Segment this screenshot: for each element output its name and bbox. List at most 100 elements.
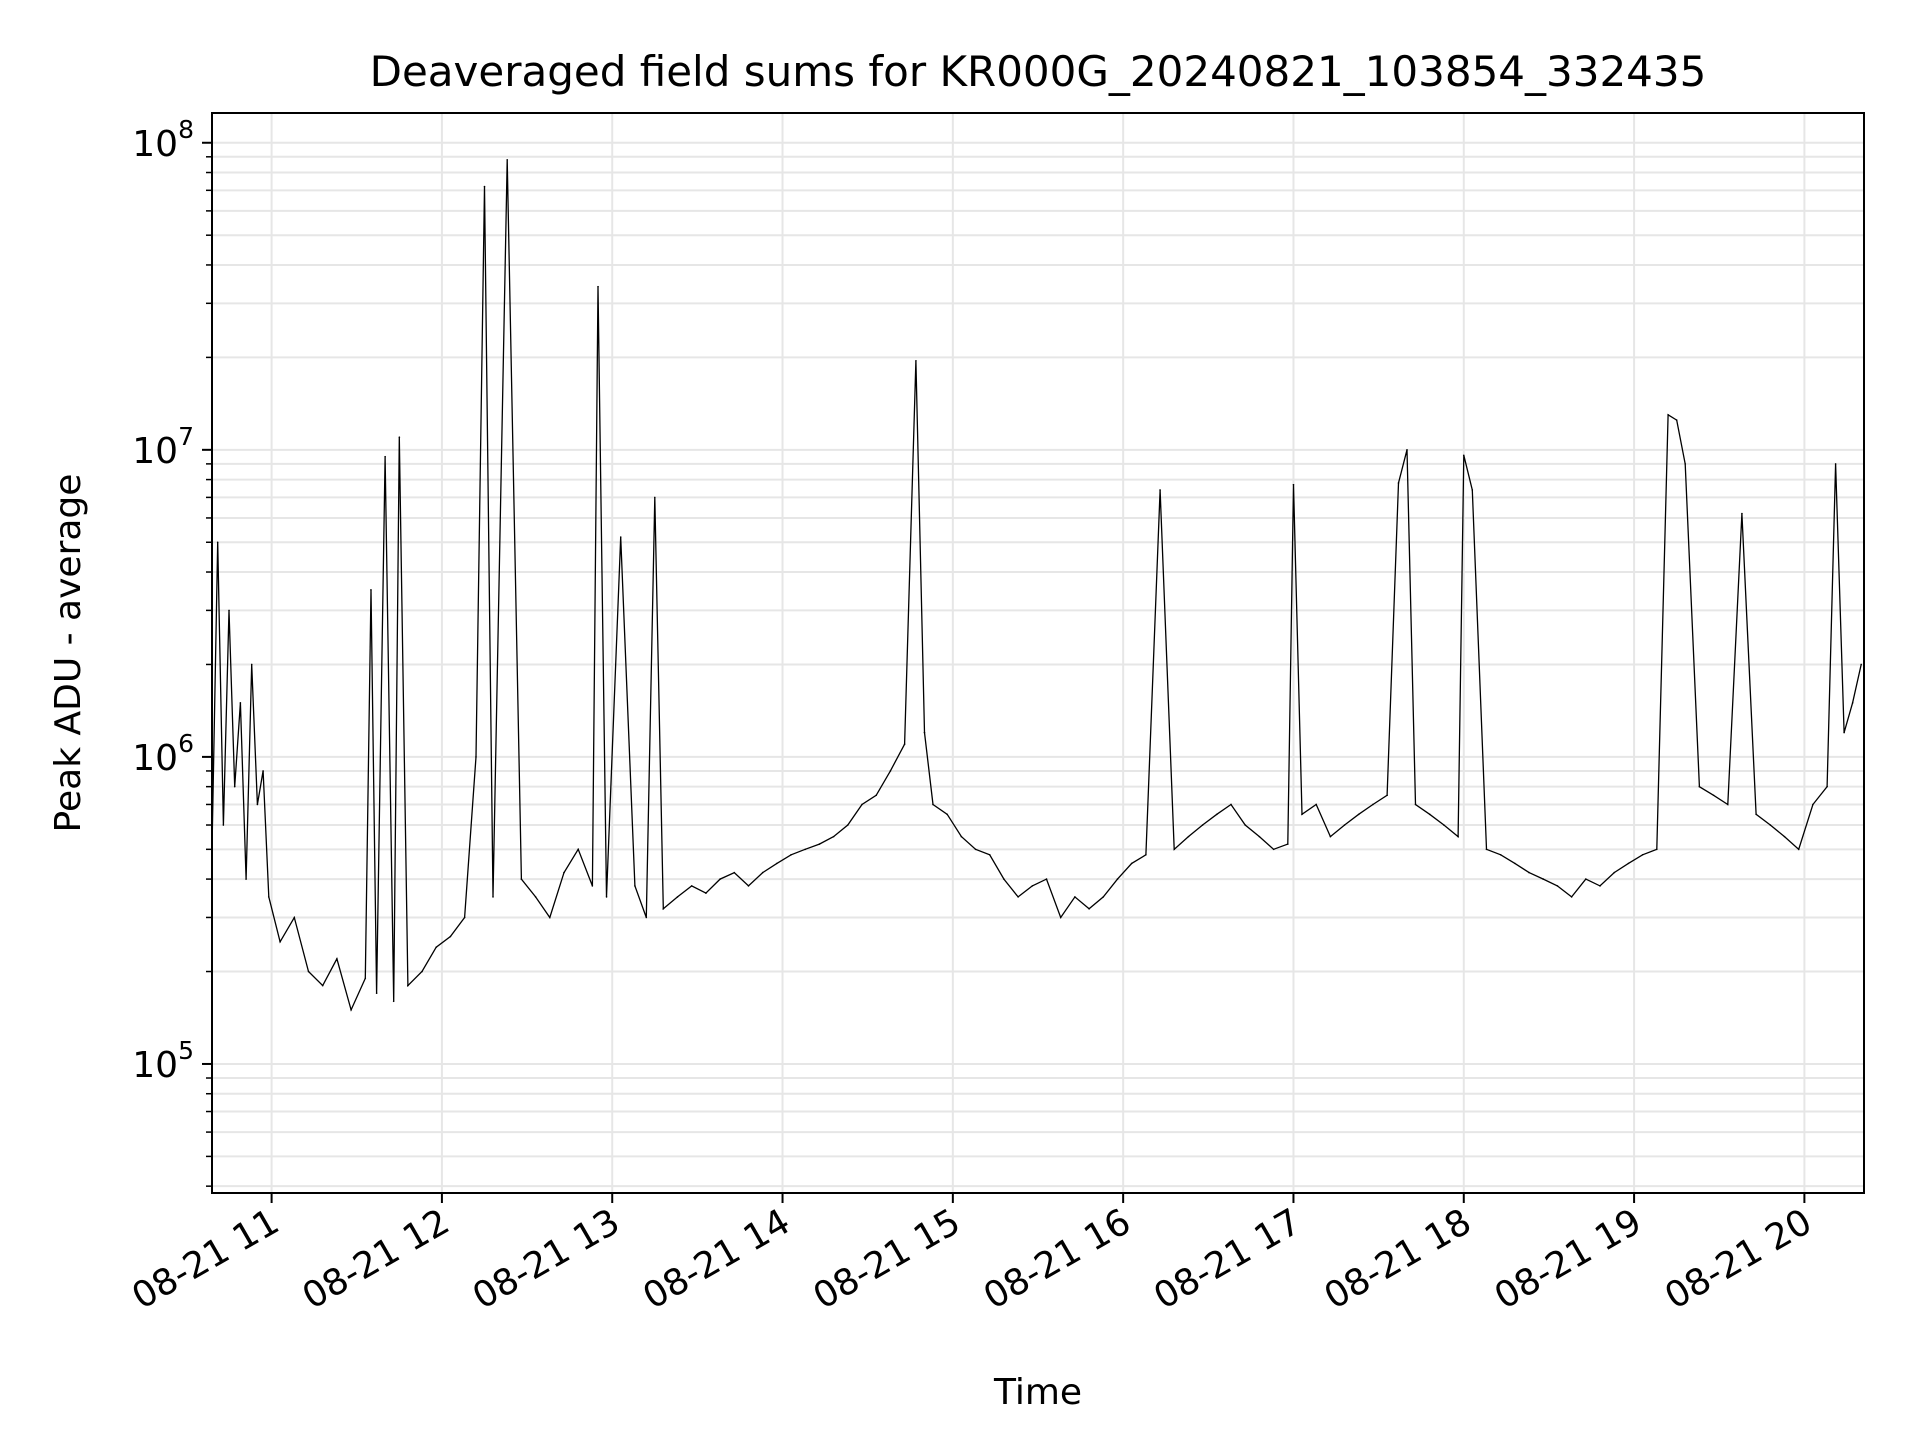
data-point xyxy=(370,589,372,591)
data-point xyxy=(1414,803,1417,806)
y-tick-label: 107 xyxy=(132,422,194,472)
data-point xyxy=(1201,824,1204,826)
data-point xyxy=(1159,489,1161,491)
data-point xyxy=(1074,896,1076,898)
data-point xyxy=(279,940,281,943)
data-point xyxy=(1860,663,1862,666)
data-point xyxy=(1216,813,1218,816)
y-tick-label: 105 xyxy=(132,1036,194,1086)
series-line xyxy=(211,159,1862,1012)
data-point xyxy=(946,813,948,816)
data-point xyxy=(321,984,324,987)
data-point xyxy=(1834,463,1837,465)
data-point xyxy=(1783,835,1786,838)
data-point xyxy=(1462,454,1465,457)
data-point xyxy=(1292,483,1295,486)
data-point xyxy=(690,885,693,887)
data-point xyxy=(1755,813,1757,816)
data-point xyxy=(915,359,917,362)
data-point xyxy=(1613,871,1616,874)
data-point xyxy=(818,843,821,845)
data-point xyxy=(1514,862,1516,865)
data-point xyxy=(1667,414,1669,416)
data-point xyxy=(1570,896,1573,898)
data-point xyxy=(1116,878,1119,880)
data-point xyxy=(250,663,253,666)
data-point xyxy=(1627,862,1630,865)
data-point xyxy=(747,885,750,887)
data-point xyxy=(375,992,378,995)
data-point xyxy=(932,803,934,806)
data-point xyxy=(634,885,636,887)
y-axis-label: Peak ADU - average xyxy=(48,474,89,833)
data-point xyxy=(407,984,409,987)
data-point xyxy=(1797,848,1800,851)
data-point xyxy=(1003,878,1005,880)
series-layer xyxy=(211,159,1862,1012)
data-point xyxy=(1585,878,1587,880)
tick-marks xyxy=(202,141,1806,1203)
data-point xyxy=(256,803,259,806)
y-tick-base: 10 xyxy=(132,431,178,472)
data-point xyxy=(1088,908,1090,910)
data-point xyxy=(1599,885,1601,887)
data-point xyxy=(832,835,835,838)
data-point xyxy=(307,970,310,973)
data-point xyxy=(350,1009,352,1011)
data-point xyxy=(1826,785,1828,788)
data-point xyxy=(974,848,977,851)
data-point xyxy=(228,609,230,612)
data-point xyxy=(1272,848,1275,851)
data-point xyxy=(1741,512,1743,515)
data-point xyxy=(364,977,367,980)
data-point xyxy=(483,185,486,188)
data-point xyxy=(988,853,991,856)
data-point xyxy=(262,770,264,772)
data-point xyxy=(392,1000,395,1003)
data-point xyxy=(1471,489,1474,491)
data-point xyxy=(1357,813,1360,816)
data-point xyxy=(1315,803,1317,806)
data-point xyxy=(1485,848,1488,851)
chart-title: Deaveraged field sums for KR000G_2024082… xyxy=(370,47,1707,96)
data-point xyxy=(449,935,452,938)
data-point xyxy=(336,958,338,960)
data-point xyxy=(790,853,792,856)
data-point xyxy=(654,496,656,499)
data-point xyxy=(960,835,963,838)
grid-lines xyxy=(212,113,1864,1193)
data-point xyxy=(293,916,296,919)
data-point xyxy=(1428,813,1431,816)
data-point xyxy=(597,285,599,288)
y-tick-base: 10 xyxy=(132,124,178,165)
y-tick-label: 108 xyxy=(132,115,194,165)
data-point xyxy=(577,848,579,851)
data-point xyxy=(563,871,565,874)
data-point xyxy=(548,916,551,919)
data-point xyxy=(605,896,608,898)
data-point xyxy=(875,794,878,797)
data-point xyxy=(776,862,778,865)
data-point xyxy=(421,970,423,973)
data-point xyxy=(1769,824,1772,826)
data-point xyxy=(1726,803,1729,806)
data-point xyxy=(267,896,270,898)
data-point xyxy=(534,896,537,898)
data-point xyxy=(1556,885,1559,887)
data-point xyxy=(1443,824,1445,826)
data-point xyxy=(889,770,892,772)
data-point xyxy=(1329,835,1332,838)
data-point xyxy=(216,541,219,544)
data-point xyxy=(222,824,225,826)
data-point xyxy=(847,824,849,826)
data-point xyxy=(676,896,679,898)
data-point xyxy=(1059,916,1062,919)
data-point xyxy=(475,756,477,758)
data-point xyxy=(492,896,494,898)
y-tick-exponent: 8 xyxy=(178,115,194,144)
data-point xyxy=(1406,449,1408,451)
y-tick-exponent: 6 xyxy=(178,729,194,758)
data-point xyxy=(1641,853,1644,856)
